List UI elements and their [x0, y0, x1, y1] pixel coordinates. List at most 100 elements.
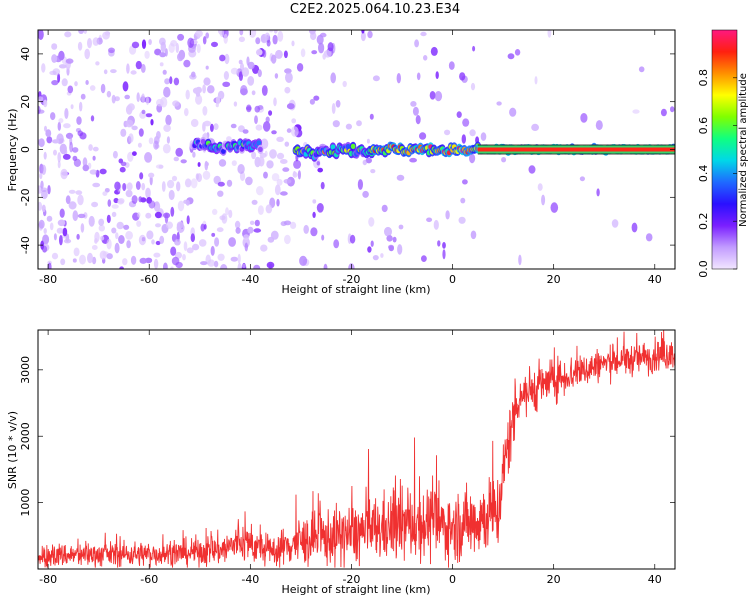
noise-blob [370, 240, 374, 247]
noise-blob [255, 124, 263, 131]
noise-blob [166, 221, 173, 229]
noise-blob [458, 216, 466, 224]
noise-blob [247, 226, 254, 234]
noise-blob [155, 223, 161, 228]
noise-blob [175, 261, 183, 269]
noise-blob [165, 114, 172, 126]
noise-blob [271, 173, 280, 182]
noise-blob [72, 258, 77, 263]
noise-blob [356, 120, 362, 127]
noise-blob [202, 36, 207, 45]
noise-blob [88, 215, 95, 227]
noise-blob [87, 252, 93, 264]
noise-blob [106, 238, 112, 250]
noise-blob [396, 73, 401, 84]
noise-blob [195, 86, 202, 94]
noise-blob [357, 179, 363, 190]
noise-blob [196, 43, 201, 54]
noise-blob [107, 199, 112, 207]
noise-blob [215, 96, 221, 105]
x-tick-label: -60 [140, 273, 158, 286]
noise-blob [202, 170, 211, 180]
x-tick-label: -80 [39, 573, 57, 586]
noise-blob [280, 159, 288, 164]
y-tick-label: 1000 [19, 489, 32, 517]
noise-blob [140, 63, 146, 73]
noise-blob [280, 191, 288, 196]
noise-blob [170, 266, 174, 269]
noise-blob [111, 227, 117, 234]
noise-blob [79, 254, 86, 265]
noise-blob [92, 182, 101, 188]
noise-blob [316, 203, 324, 213]
noise-blob [299, 255, 308, 266]
noise-blob [213, 260, 219, 268]
snr-x-axis: -80 -60 -40 -20 0 20 40 [39, 330, 662, 586]
noise-blob [423, 55, 428, 61]
noise-blob [59, 208, 65, 218]
noise-blob [362, 190, 369, 198]
noise-blob [84, 48, 90, 60]
noise-blob [197, 162, 201, 167]
noise-blob [119, 266, 124, 269]
noise-blob [192, 243, 200, 251]
noise-blob [183, 241, 188, 252]
noise-blob [89, 169, 98, 175]
noise-blob [203, 77, 211, 86]
noise-blob [65, 195, 71, 205]
y-tick-label: 3000 [19, 356, 32, 384]
noise-blob [320, 181, 325, 190]
noise-blob [435, 71, 439, 79]
noise-blob [136, 220, 142, 227]
line-core [221, 148, 226, 154]
noise-blob [537, 183, 543, 191]
snr-frame [37, 329, 676, 570]
noise-blob [210, 123, 214, 132]
noise-blob [290, 221, 297, 229]
noise-blob [38, 105, 41, 115]
noise-blob [579, 176, 586, 182]
noise-blob [419, 132, 427, 140]
noise-blob [290, 126, 299, 137]
noise-blob [159, 52, 167, 58]
noise-blob [251, 199, 258, 205]
noise-blob [144, 50, 150, 59]
noise-blob [91, 201, 99, 208]
noise-blob [63, 123, 71, 129]
noise-blob [203, 224, 207, 230]
noise-blob [127, 103, 135, 111]
noise-blob [496, 101, 502, 106]
noise-blob [263, 121, 271, 132]
noise-blob [219, 215, 226, 221]
noise-blob [255, 49, 263, 56]
noise-blob [238, 59, 243, 65]
noise-blob [164, 78, 171, 85]
noise-blob [98, 224, 106, 232]
noise-blob [277, 30, 284, 42]
noise-blob [266, 160, 274, 169]
noise-blob [79, 101, 83, 112]
noise-blob [62, 153, 71, 160]
noise-blob [150, 119, 154, 126]
colorbar-ticks: 0.0 0.2 0.4 0.6 0.8 [697, 69, 737, 278]
noise-blob [117, 198, 125, 204]
noise-blob [459, 72, 466, 81]
noise-blob [45, 129, 52, 138]
noise-blob [266, 39, 271, 47]
noise-blob [65, 233, 70, 243]
noise-blob [42, 234, 50, 245]
spectrogram-panel: -80 -60 -40 -20 0 20 40 -40 -20 0 20 40 Height of … [6, 29, 676, 296]
noise-blob [114, 96, 120, 102]
noise-blob [127, 151, 134, 162]
noise-blob [77, 213, 86, 219]
noise-blob [396, 174, 405, 181]
noise-blob [349, 234, 356, 244]
noise-blob [173, 77, 180, 86]
noise-blob [242, 129, 249, 134]
noise-blob [57, 121, 61, 131]
noise-blob [331, 103, 336, 114]
noise-blob [153, 252, 161, 258]
noise-blob [323, 263, 328, 269]
noise-blob [39, 172, 43, 180]
noise-blob [284, 234, 291, 245]
